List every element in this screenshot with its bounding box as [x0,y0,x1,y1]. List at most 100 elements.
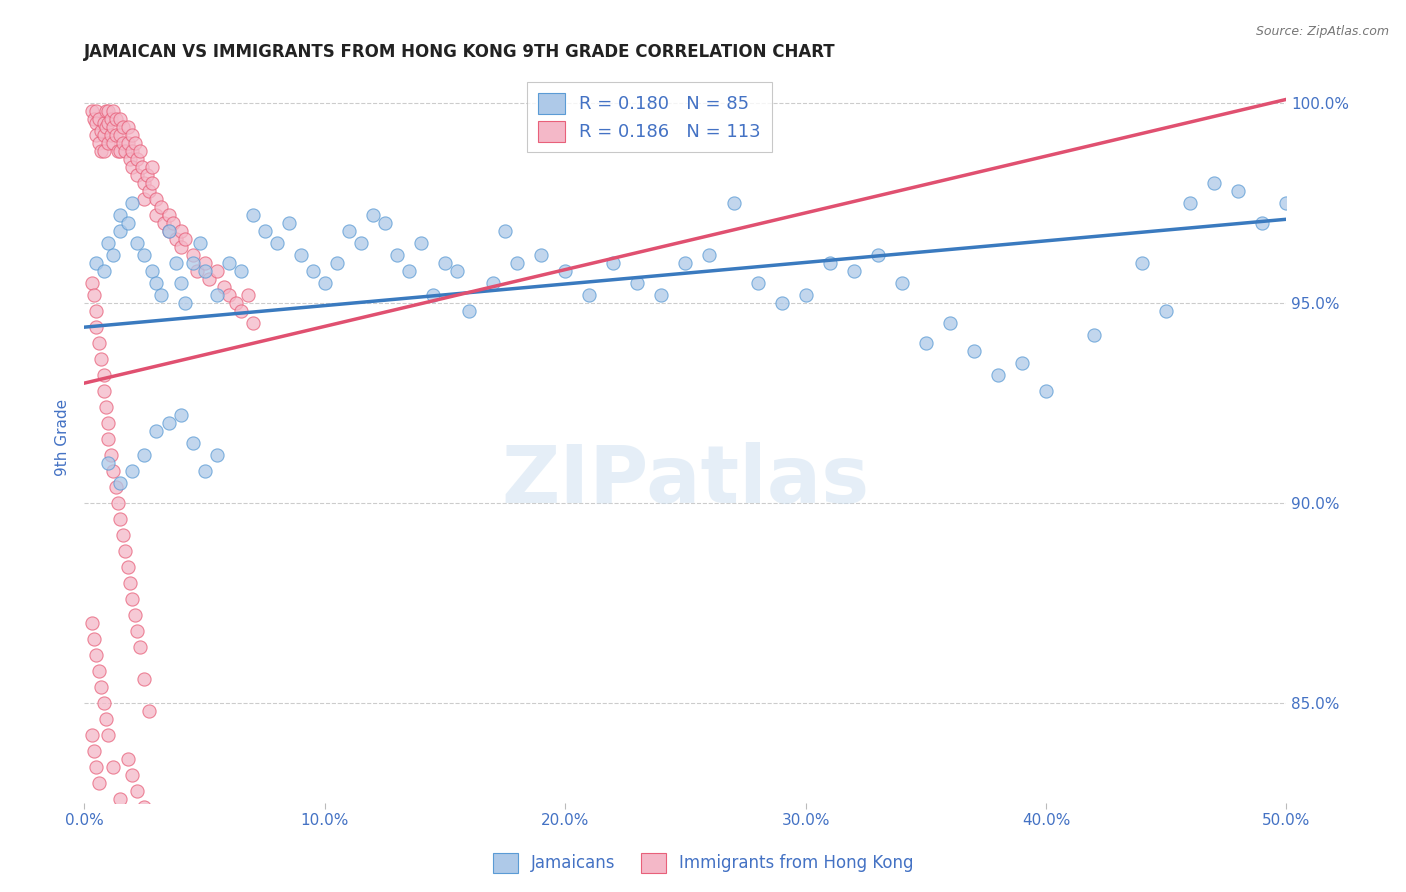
Point [1227,184,1250,198]
Point [87,776,110,790]
Point [434,256,457,270]
Point [135,169,157,183]
Point [242,316,264,330]
Point [169,276,191,290]
Point [104,128,127,143]
Point [94,400,117,414]
Point [188,236,211,251]
Point [145,276,167,290]
Text: Source: ZipAtlas.com: Source: ZipAtlas.com [1256,25,1389,38]
Point [890,276,912,290]
Point [152,216,174,230]
Point [97,104,120,119]
Legend: Jamaicans, Immigrants from Hong Kong: Jamaicans, Immigrants from Hong Kong [486,847,920,880]
Point [127,169,149,183]
Point [253,224,276,238]
Point [117,752,139,766]
Point [1011,356,1033,370]
Point [80,615,103,630]
Point [198,272,221,286]
Point [83,744,105,758]
Point [97,456,120,470]
Point [110,512,132,526]
Point [100,128,122,143]
Point [97,136,120,151]
Point [181,248,204,262]
Point [794,288,817,302]
Point [205,448,228,462]
Point [93,368,115,383]
Point [94,120,117,135]
Point [93,384,115,398]
Point [225,296,247,310]
Text: ZIPatlas: ZIPatlas [502,442,869,520]
Point [578,288,600,302]
Point [94,104,117,119]
Point [80,104,103,119]
Point [100,448,122,462]
Point [174,232,197,246]
Point [482,276,505,290]
Point [290,248,312,262]
Point [165,232,187,246]
Point [723,196,745,211]
Point [107,496,129,510]
Point [134,192,156,206]
Point [124,607,146,622]
Point [194,264,217,278]
Point [134,248,156,262]
Point [150,288,173,302]
Point [110,112,132,127]
Point [157,208,180,222]
Point [337,224,360,238]
Point [181,436,204,450]
Point [110,792,132,806]
Point [117,120,139,135]
Point [205,264,228,278]
Point [770,296,793,310]
Point [506,256,529,270]
Point [1180,196,1202,211]
Point [111,528,134,542]
Point [83,288,105,302]
Point [194,256,217,270]
Point [128,640,150,654]
Point [90,145,112,159]
Point [186,264,208,278]
Point [104,480,127,494]
Point [987,368,1010,383]
Point [157,416,180,430]
Point [458,304,481,318]
Point [229,304,252,318]
Point [121,768,143,782]
Point [110,208,132,222]
Point [145,424,167,438]
Point [86,128,108,143]
Point [266,236,288,251]
Point [218,256,240,270]
Point [86,320,108,334]
Point [205,288,228,302]
Point [915,336,938,351]
Point [236,288,259,302]
Point [409,236,432,251]
Point [169,224,191,238]
Point [83,632,105,646]
Point [134,176,156,190]
Point [87,112,110,127]
Point [131,161,153,175]
Point [165,256,187,270]
Point [121,145,143,159]
Point [103,464,125,478]
Point [218,288,240,302]
Y-axis label: 9th Grade: 9th Grade [55,399,70,475]
Point [103,760,125,774]
Point [121,128,143,143]
Point [138,184,160,198]
Point [150,200,173,214]
Point [86,116,108,130]
Point [103,120,125,135]
Point [446,264,468,278]
Point [94,712,117,726]
Point [385,248,408,262]
